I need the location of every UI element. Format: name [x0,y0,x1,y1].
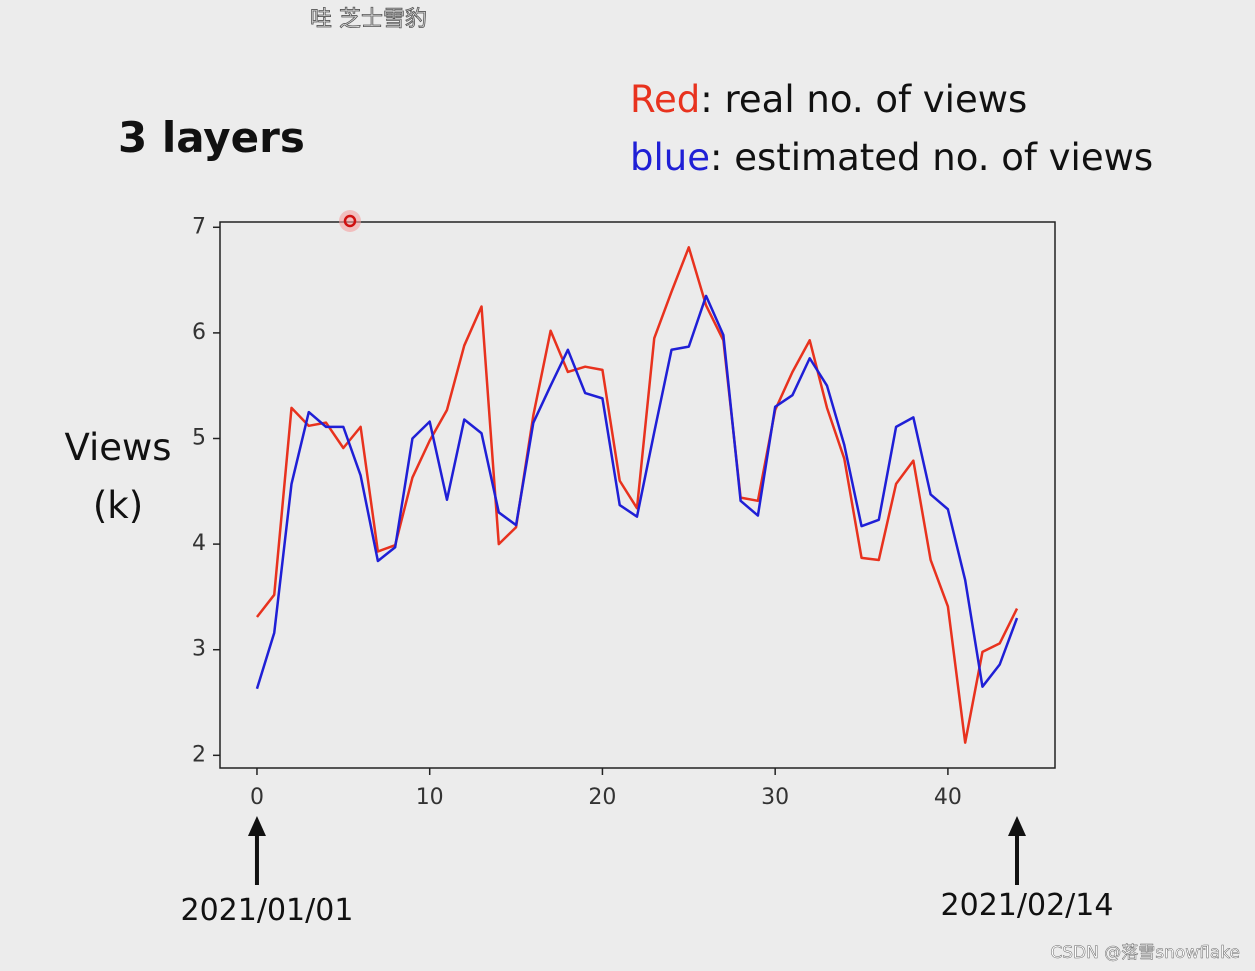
y-tick-label: 4 [192,531,206,556]
x-tick-label: 40 [934,785,962,810]
watermark: CSDN @落雪snowflake [1050,943,1240,963]
legend-entry: blue: estimated no. of views [630,136,1153,179]
annotation: 2021/01/01 [181,893,354,928]
y-axis-label: Views [64,426,171,469]
cursor-halo [339,210,361,232]
x-tick-label: 0 [250,785,264,810]
chart-title: 3 layers [118,113,305,162]
x-tick-label: 30 [761,785,789,810]
series-line [255,294,1019,690]
y-tick-label: 3 [192,637,206,662]
y-tick-label: 5 [192,425,206,450]
legend-label: : estimated no. of views [710,136,1153,179]
series-line [255,246,1019,744]
y-tick-label: 7 [192,214,206,239]
x-tick-label: 20 [588,785,616,810]
cursor-dot [343,214,357,228]
legend-entry: Red: real no. of views [630,78,1027,121]
overlay-caption: 哇 芝士雪豹 [310,7,427,32]
legend-key: blue [630,136,710,179]
y-axis-label: (k) [93,484,143,527]
legend-label: : real no. of views [700,78,1027,121]
y-tick-label: 6 [192,320,206,345]
annotation: 2021/02/14 [941,888,1114,923]
y-tick-label: 2 [192,742,206,767]
arrow-head [1007,816,1026,836]
arrow-head [247,816,266,836]
legend-key: Red [630,78,700,121]
x-tick-label: 10 [416,785,444,810]
